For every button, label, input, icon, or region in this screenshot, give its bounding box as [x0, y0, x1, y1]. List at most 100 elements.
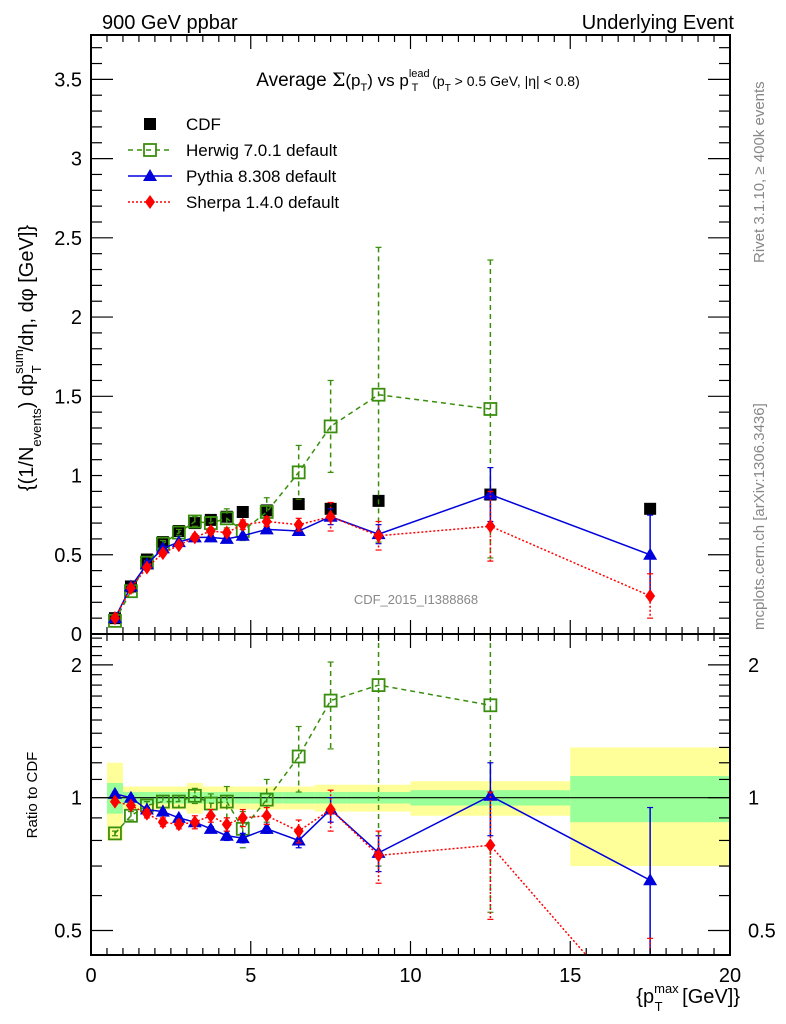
header-right: Underlying Event — [582, 12, 735, 34]
pythia-point — [483, 487, 498, 500]
sherpa-ratio-point — [157, 815, 168, 830]
pythia-ratio-point — [107, 786, 122, 799]
pythia-point — [643, 547, 658, 560]
sherpa-point — [189, 530, 200, 545]
sherpa-point — [205, 523, 216, 538]
y-tick-label: 1 — [71, 466, 82, 488]
pythia-ratio-point — [203, 821, 218, 834]
pythia-ratio-point — [483, 788, 498, 801]
sherpa-ratio-point — [141, 806, 152, 821]
x-tick-label: 5 — [245, 965, 256, 987]
series-herwig — [108, 246, 498, 628]
sherpa-ratio-point — [325, 802, 336, 817]
ratio-series-layer — [107, 634, 658, 955]
sherpa-ratio-point — [293, 824, 304, 839]
y-tick-label: 2.5 — [54, 228, 82, 250]
herwig-ratio-point — [371, 678, 386, 692]
pythia-ratio-point — [291, 833, 306, 846]
sherpa-point — [373, 528, 384, 543]
ratio-y-tick-label-right: 2 — [748, 655, 759, 677]
pythia-ratio-point — [259, 821, 274, 834]
sherpa-ratio-point — [485, 838, 496, 853]
ratio-y-axis-label: Ratio to CDF — [24, 752, 41, 839]
sherpa-ratio-point — [125, 798, 136, 813]
main-y-axis-label: {(1/Nevents) dpsum T/dη, dφ [GeV]} — [11, 225, 44, 491]
mcplots-label: mcplots.cern.ch [arXiv:1306.3436] — [751, 403, 768, 630]
legend-marker — [144, 118, 156, 130]
sherpa-point — [293, 517, 304, 532]
legend: CDF Herwig 7.0.1 default Pythia 8.308 defa… — [128, 115, 339, 212]
sherpa-point — [141, 560, 152, 575]
legend-label: CDF — [186, 115, 221, 134]
sherpa-point — [173, 538, 184, 553]
ratio-band-layer — [106, 747, 730, 867]
legend-marker — [143, 169, 157, 181]
sherpa-point — [645, 588, 656, 603]
y-tick-label: 1.5 — [54, 386, 82, 408]
y-tick-label: 3 — [71, 149, 82, 171]
pythia-ratio-point — [123, 790, 138, 803]
herwig-ratio-point — [291, 749, 306, 764]
herwig-ratio-point — [219, 794, 234, 809]
rivet-label: Rivet 3.1.10, ≥ 400k events — [751, 81, 768, 263]
ratio-series-sherpa — [109, 789, 654, 955]
analysis-watermark: CDF_2015_I1388868 — [354, 592, 478, 607]
x-tick-label: 20 — [719, 965, 741, 987]
sherpa-ratio-point — [205, 808, 216, 823]
series-sherpa — [109, 490, 656, 626]
sherpa-ratio-line — [114, 800, 588, 955]
x-tick-label: 15 — [559, 965, 581, 987]
sherpa-point — [221, 525, 232, 540]
main-series-layer — [107, 246, 658, 628]
sherpa-point — [157, 546, 168, 561]
ratio-y-tick-label-left: 1 — [71, 788, 82, 810]
x-tick-label: 0 — [85, 965, 96, 987]
legend-label: Sherpa 1.4.0 default — [186, 193, 339, 212]
herwig-ratio-point — [108, 826, 122, 841]
cdf-point — [236, 505, 249, 518]
herwig-point — [371, 387, 386, 402]
herwig-ratio-point — [483, 698, 498, 713]
ratio-y-tick-label-right: 0.5 — [748, 921, 776, 943]
sherpa-point — [237, 517, 248, 532]
sherpa-ratio-point — [189, 815, 200, 830]
sherpa-ratio-point — [173, 817, 184, 832]
pythia-point — [235, 528, 250, 541]
legend-label: Herwig 7.0.1 default — [186, 141, 337, 160]
sherpa-ratio-point — [237, 810, 248, 825]
main-title: Average Σ(pT) vs plead T (pT > 0.5 GeV, |… — [256, 68, 580, 94]
ratio-series-herwig — [108, 634, 498, 913]
y-tick-label: 0 — [71, 624, 82, 646]
ratio-y-tick-label-left: 2 — [71, 655, 82, 677]
sherpa-point — [261, 514, 272, 529]
herwig-point — [187, 514, 202, 529]
herwig-ratio-point — [187, 788, 202, 803]
legend-marker — [143, 143, 157, 157]
legend-entry-cdf: CDF — [144, 115, 221, 134]
legend-entry-sherpa: Sherpa 1.4.0 default — [128, 193, 339, 212]
herwig-point — [483, 402, 498, 416]
sherpa-ratio-point — [373, 848, 384, 863]
herwig-ratio-point — [323, 693, 338, 708]
sherpa-ratio-point — [261, 808, 272, 823]
legend-label: Pythia 8.308 default — [186, 167, 337, 186]
cdf-point — [644, 502, 657, 515]
herwig-line — [114, 393, 491, 622]
sherpa-point — [125, 581, 136, 596]
legend-entry-herwig: Herwig 7.0.1 default — [128, 141, 337, 160]
ratio-y-tick-label-left: 0.5 — [54, 921, 82, 943]
header-left: 900 GeV ppbar — [102, 12, 238, 34]
herwig-ratio-line — [114, 684, 491, 834]
herwig-point — [323, 419, 338, 434]
x-tick-label: 10 — [399, 965, 421, 987]
pythia-ratio-point — [171, 810, 186, 823]
pythia-ratio-point — [643, 873, 658, 886]
pythia-ratio-point — [219, 828, 234, 841]
x-axis-label: {pmax T [GeV]} — [636, 981, 740, 1014]
sherpa-point — [325, 509, 336, 524]
cdf-point — [220, 510, 233, 523]
y-tick-label: 2 — [71, 307, 82, 329]
